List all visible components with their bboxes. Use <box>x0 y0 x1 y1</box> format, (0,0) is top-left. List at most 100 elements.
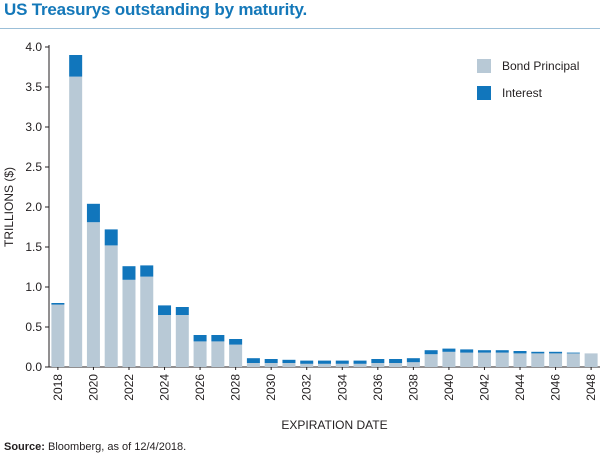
bar-interest <box>353 360 367 364</box>
bar-principal <box>104 245 118 367</box>
y-axis-title: TRILLIONS ($) <box>2 167 16 247</box>
bar-interest <box>193 335 207 342</box>
legend-swatch-interest <box>477 85 491 100</box>
bar-interest <box>104 229 118 246</box>
bar-principal <box>229 344 243 367</box>
bar-principal <box>335 363 349 367</box>
bar-interest <box>424 350 438 355</box>
y-tick-label: 2.5 <box>25 160 42 174</box>
bar-principal <box>122 279 136 367</box>
bar-principal <box>246 363 260 367</box>
bar-interest <box>513 351 527 354</box>
bar-interest <box>51 303 65 305</box>
bar-principal <box>460 352 474 367</box>
x-tick-label: 2026 <box>193 374 207 401</box>
bar-principal <box>69 76 83 367</box>
bar-principal <box>549 353 563 367</box>
source-note: Source: Bloomberg, as of 12/4/2018. <box>4 441 186 453</box>
x-tick-label: 2042 <box>477 374 491 401</box>
bar-principal <box>264 363 278 367</box>
x-tick-label: 2034 <box>335 374 349 401</box>
bar-interest <box>300 360 314 364</box>
bar-principal <box>442 351 456 367</box>
bar-principal <box>566 353 580 367</box>
bar-principal <box>140 276 154 367</box>
chart-title: US Treasurys outstanding by maturity. <box>4 0 308 19</box>
bar-principal <box>584 353 598 367</box>
bar-principal <box>282 363 296 367</box>
bar-principal <box>389 363 403 367</box>
bar-interest <box>460 349 474 353</box>
bar-interest <box>371 359 385 363</box>
y-tick-label: 1.0 <box>25 280 42 294</box>
legend-item-principal: Bond Principal <box>477 52 579 79</box>
title-divider <box>0 28 600 29</box>
x-tick-label: 2048 <box>584 374 598 401</box>
x-tick-label: 2036 <box>371 374 385 401</box>
x-tick-label: 2028 <box>229 374 243 401</box>
bar-interest <box>318 360 331 364</box>
bar-principal <box>175 315 189 367</box>
chart: 0.0 0.5 1.0 1.5 2.0 2.5 3.0 3.5 4.0 2018 2020 2022 2… <box>2 40 600 432</box>
source-label: Source: <box>4 441 45 453</box>
bar-interest <box>531 351 545 354</box>
bar-principal <box>495 352 509 367</box>
x-tick-label: 2022 <box>122 374 136 401</box>
y-tick-label: 1.5 <box>25 240 42 254</box>
bar-interest <box>477 350 491 353</box>
x-tick-label: 2020 <box>86 374 100 401</box>
bar-interest <box>211 335 225 342</box>
x-axis-title: EXPIRATION DATE <box>281 418 387 432</box>
bar-interest <box>175 307 189 315</box>
legend-item-interest: Interest <box>477 79 579 106</box>
bar-interest <box>122 266 136 280</box>
bar-principal <box>51 304 65 367</box>
bar-interest <box>246 358 260 363</box>
y-tick-label: 3.5 <box>25 80 42 94</box>
legend-label-interest: Interest <box>502 85 543 100</box>
y-tick-label: 4.0 <box>25 40 42 54</box>
bar-interest <box>406 358 420 363</box>
bar-principal <box>371 363 385 367</box>
x-tick-label: 2046 <box>549 374 563 401</box>
bar-interest <box>566 352 580 354</box>
source-text: Bloomberg, as of 12/4/2018. <box>44 441 187 453</box>
bar-interest <box>549 351 563 354</box>
y-tick-label: 2.0 <box>25 200 42 214</box>
bar-interest <box>264 359 278 363</box>
bar-principal <box>193 341 207 367</box>
bar-interest <box>282 359 296 363</box>
y-tick-label: 0.5 <box>25 320 42 334</box>
y-tick-label: 3.0 <box>25 120 42 134</box>
bar-principal <box>86 222 100 367</box>
bar-interest <box>229 339 243 345</box>
bar-principal <box>477 352 491 367</box>
x-tick-label: 2032 <box>300 374 314 401</box>
x-tick-label: 2024 <box>158 374 172 401</box>
bar-principal <box>353 363 367 367</box>
bar-principal <box>513 353 527 367</box>
legend-swatch-principal <box>477 58 491 73</box>
bar-principal <box>158 315 172 367</box>
bar-interest <box>86 203 100 223</box>
bar-interest <box>335 360 349 364</box>
bar-interest <box>442 348 456 352</box>
bar-principal <box>406 362 420 367</box>
y-tick-label: 0.0 <box>25 360 42 374</box>
bar-principal <box>531 353 545 367</box>
bar-interest <box>140 265 154 277</box>
x-tick-label: 2040 <box>442 374 456 401</box>
bar-principal <box>300 363 314 367</box>
bar-interest <box>389 359 403 363</box>
bar-interest <box>69 55 83 77</box>
x-tick-label: 2030 <box>264 374 278 401</box>
x-tick-label: 2044 <box>513 374 527 401</box>
bar-principal <box>318 363 331 367</box>
x-tick-label: 2038 <box>406 374 420 401</box>
bar-interest <box>158 305 172 315</box>
bar-principal <box>211 341 225 367</box>
bar-principal <box>424 354 438 367</box>
legend-label-principal: Bond Principal <box>502 58 580 73</box>
legend: Bond Principal Interest <box>477 52 579 106</box>
bar-interest <box>495 350 509 353</box>
